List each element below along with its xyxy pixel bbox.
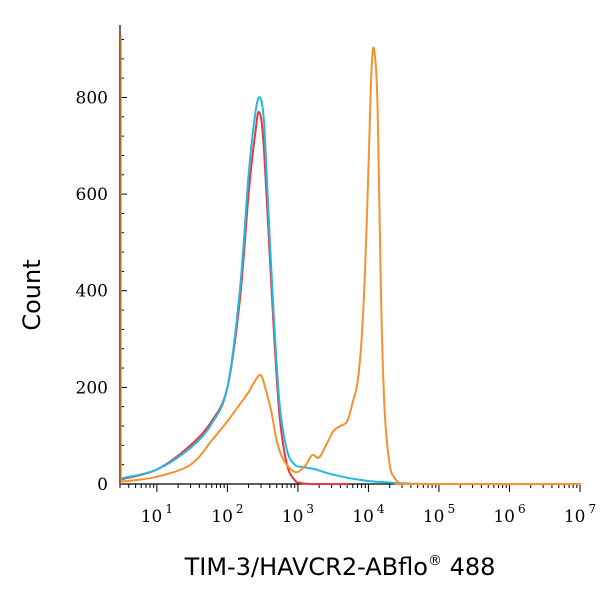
y-axis: 0 200 400 600 800 [76,25,127,495]
y-axis-title: Count [18,259,46,330]
x-axis-title-superscript: ® [428,553,442,569]
series-line-1 [121,110,349,486]
series-line-2 [121,96,581,486]
x-tick-label: 10 5 [423,502,455,527]
y-tick-label: 600 [76,185,108,205]
y-tick-label: 0 [97,475,108,495]
x-tick-label: 10 7 [564,502,596,527]
series-layer [120,35,581,486]
x-axis-title: TIM-3/HAVCR2-ABflo® 488 [184,553,496,581]
y-tick-label: 400 [76,282,108,302]
y-tick-label: 200 [76,378,108,398]
series-line-3 [121,46,581,486]
x-tick-label: 10 4 [352,502,385,527]
x-axis-title-suffix: 488 [450,553,496,581]
x-axis: 10 1 10 2 10 3 10 4 10 5 10 6 10 7 [119,483,596,527]
x-tick-label: 10 3 [282,502,314,527]
x-tick-label: 10 2 [211,502,243,527]
y-tick-label: 800 [76,88,108,108]
x-axis-title-main: TIM-3/HAVCR2-ABflo [184,553,428,581]
x-tick-label: 10 1 [141,502,173,527]
x-tick-label: 10 6 [493,502,525,527]
